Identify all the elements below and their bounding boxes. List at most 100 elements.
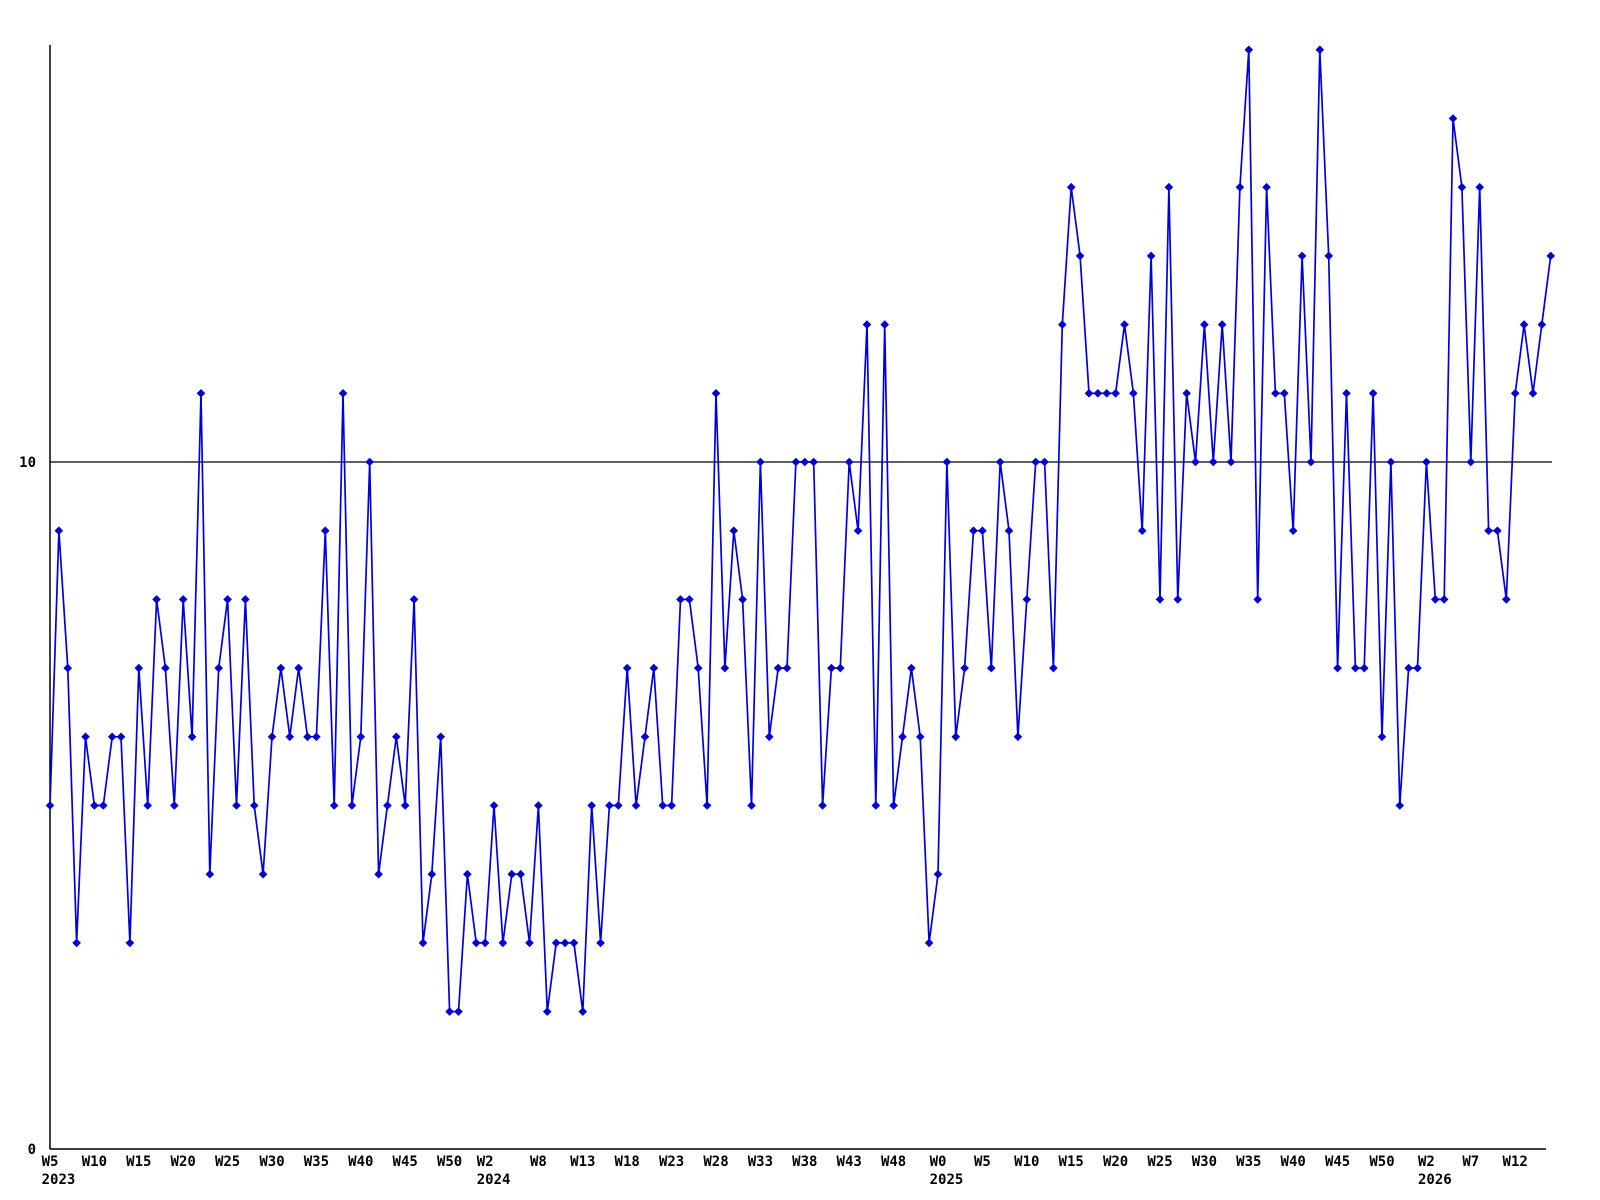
data-point-marker [960,663,969,673]
data-point-marker [303,732,312,742]
data-point-marker [1430,595,1440,604]
data-point-marker [374,869,383,879]
data-point-marker [1359,663,1369,673]
data-point-marker [1493,526,1502,536]
data-point-marker [773,663,783,673]
data-point-marker [986,663,996,673]
x-tick-label: W30 [259,1154,284,1170]
data-point-marker [1386,457,1396,467]
data-point-marker [1377,732,1387,742]
x-tick-label: W7 [1462,1154,1479,1170]
x-tick-label: W12 [1503,1154,1528,1170]
data-point-marker [622,663,632,673]
data-point-marker [1439,595,1449,604]
x-tick-label: W2 [477,1154,494,1170]
data-point-marker [507,869,517,879]
data-point-marker [782,663,792,673]
data-point-marker [1422,457,1431,467]
data-point-marker [649,663,659,673]
data-point-marker [685,595,694,604]
x-tick-label: W30 [1192,1154,1217,1170]
data-point-marker [152,595,161,604]
data-point-marker [312,732,321,742]
data-point-marker [107,732,117,742]
x-tick-label: W5 [974,1154,991,1170]
data-point-marker [249,801,259,810]
x-tick-label: W0 [930,1154,947,1170]
data-point-marker [196,388,206,398]
data-point-marker [1395,801,1405,810]
data-point-marker [329,801,339,810]
data-point-marker [1084,388,1094,398]
data-point-marker [827,663,836,673]
data-point-marker [764,732,774,742]
data-point-marker [1137,526,1147,536]
data-point-marker [915,732,925,742]
data-point-marker [1528,388,1538,398]
data-point-marker [844,457,854,467]
data-point-marker [862,320,872,329]
data-point-marker [161,663,170,673]
data-point-marker [498,938,508,948]
data-point-marker [1537,320,1547,329]
y-tick-label: 0 [28,1142,36,1158]
x-tick-label: W18 [615,1154,640,1170]
data-point-marker [1351,663,1360,673]
data-point-marker [1413,663,1422,673]
data-point-marker [560,938,570,948]
data-point-marker [392,732,401,742]
data-point-marker [1297,251,1307,261]
data-point-marker [54,526,64,536]
x-tick-label: W40 [1281,1154,1306,1170]
data-point-marker [667,801,676,810]
data-point-marker [338,388,348,398]
x-tick-label: W25 [215,1154,240,1170]
data-point-marker [1200,320,1209,329]
data-point-marker [285,732,295,742]
y-tick-label: 10 [19,455,36,471]
data-point-marker [1235,182,1245,192]
data-point-marker [1031,457,1040,467]
data-point-marker [596,938,605,948]
data-point-marker [1129,388,1138,398]
data-point-marker [178,595,188,604]
data-point-marker [1502,595,1511,604]
data-point-marker [578,1007,588,1016]
data-point-marker [1111,388,1120,398]
data-point-marker [818,801,827,810]
data-point-marker [258,869,268,879]
data-point-marker [1315,45,1325,55]
data-point-marker [1288,526,1298,536]
data-point-marker [1333,663,1342,673]
data-point-marker [1004,526,1014,536]
data-point-marker [463,869,472,879]
data-point-marker [1155,595,1165,604]
data-point-marker [587,801,596,810]
x-year-label: 2023 [42,1172,76,1188]
data-point-marker [1519,320,1529,329]
data-point-marker [294,663,303,673]
data-point-marker [187,732,197,742]
data-point-marker [1244,45,1254,55]
data-point-marker [605,801,614,810]
x-tick-label: W2 [1418,1154,1435,1170]
data-point-marker [1457,182,1467,192]
data-point-marker [542,1007,552,1016]
x-tick-label: W20 [1103,1154,1128,1170]
data-point-marker [880,320,890,329]
data-point-marker [400,801,410,810]
data-point-marker [995,457,1005,467]
data-point-marker [1226,457,1236,467]
data-point-marker [738,595,747,604]
data-point-marker [1066,182,1076,192]
data-point-marker [1182,388,1191,398]
data-point-marker [640,732,650,742]
data-point-marker [454,1007,463,1016]
data-point-marker [356,732,366,742]
data-point-marker [534,801,543,810]
data-point-marker [631,801,641,810]
data-point-marker [436,732,446,742]
x-tick-label: W35 [304,1154,329,1170]
data-point-marker [125,938,135,948]
